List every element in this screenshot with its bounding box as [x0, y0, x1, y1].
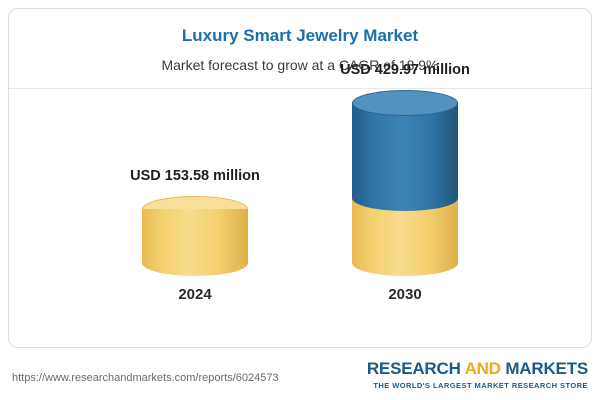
logo-word-and: AND: [464, 359, 501, 379]
chart-title: Luxury Smart Jewelry Market: [181, 26, 419, 45]
logo-tagline: THE WORLD'S LARGEST MARKET RESEARCH STOR…: [373, 380, 588, 390]
bar-2024-cylinder: [142, 196, 248, 276]
logo-wordmark: RESEARCH AND MARKETS: [366, 359, 588, 379]
source-url-link[interactable]: https://www.researchandmarkets.com/repor…: [12, 372, 279, 384]
header-divider: [9, 88, 591, 89]
chart-subtitle: Market forecast to grow at a CAGR of 18.…: [161, 57, 439, 73]
category-label-2030: 2030: [388, 286, 422, 303]
bar-2024-body: [142, 209, 248, 276]
footer: https://www.researchandmarkets.com/repor…: [12, 352, 588, 396]
logo-word-research: RESEARCH: [366, 359, 461, 379]
chart-header: Luxury Smart Jewelry Market Market forec…: [9, 9, 591, 73]
bar-2030-blue-segment: [352, 103, 458, 211]
bar-group-2030: USD 429.97 million 2030: [320, 62, 490, 303]
value-label-2024: USD 153.58 million: [130, 168, 260, 184]
research-and-markets-logo: RESEARCH AND MARKETS THE WORLD'S LARGEST…: [366, 359, 588, 396]
bar-2030-top-cap: [352, 90, 458, 116]
logo-word-markets: MARKETS: [505, 359, 588, 379]
bar-2030-cylinder: [352, 90, 458, 276]
category-label-2024: 2024: [178, 286, 212, 303]
chart-area: USD 153.58 million 2024 USD 429.97 milli…: [9, 62, 591, 347]
bar-2030-yellow-segment: [352, 198, 458, 276]
bar-group-2024: USD 153.58 million 2024: [110, 168, 280, 303]
value-label-2030: USD 429.97 million: [340, 62, 470, 78]
chart-card: Luxury Smart Jewelry Market Market forec…: [8, 8, 592, 348]
